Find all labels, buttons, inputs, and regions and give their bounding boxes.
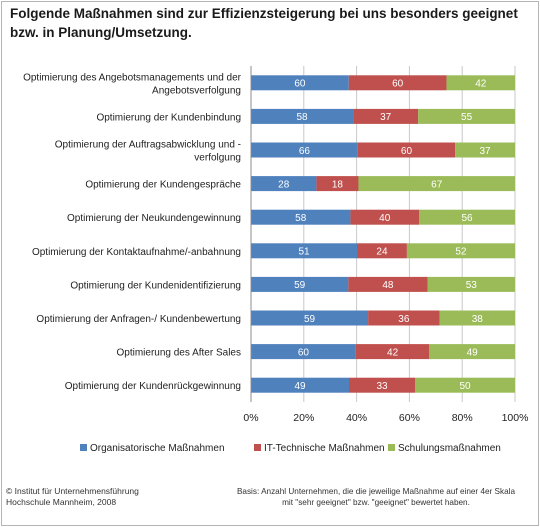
category-label: Optimierung der Kundengespräche	[85, 180, 241, 191]
x-tick-label: 80%	[452, 412, 473, 424]
x-tick-label: 100%	[502, 412, 529, 424]
bar-value-label: 59	[304, 314, 316, 325]
bar-value-label: 48	[382, 280, 394, 291]
bar-segment	[357, 243, 407, 259]
bar-segment	[415, 377, 515, 393]
bar-segment	[357, 142, 456, 158]
bar-value-label: 51	[298, 247, 310, 258]
category-label: verfolgung	[194, 153, 241, 164]
x-tick-label: 20%	[293, 412, 314, 424]
title-line-2: bzw. in Planung/Umsetzung.	[10, 25, 192, 40]
category-label: Optimierung der Auftragsabwicklung und -	[55, 140, 241, 151]
bar-value-label: 60	[298, 347, 310, 358]
footer-source: © Institut für Unternehmensführung Hochs…	[6, 486, 139, 508]
category-label: Optimierung der Neukundengewinnung	[67, 213, 241, 224]
bar-segment	[251, 243, 358, 259]
legend-label: IT-Technische Maßnahmen	[264, 443, 385, 454]
bar-value-label: 67	[431, 179, 443, 190]
bar-segment	[353, 108, 419, 124]
bar-value-label: 60	[294, 79, 306, 90]
bar-segment	[406, 243, 515, 259]
bar-value-label: 60	[401, 146, 413, 157]
bar-value-label: 36	[398, 314, 410, 325]
footer-basis: Basis: Anzahl Unternehmen, die die jewei…	[222, 486, 530, 508]
category-label: Optimierung der Kontaktaufnahme/-anbahnu…	[32, 247, 241, 258]
bar-segment	[251, 176, 317, 192]
bar-value-label: 28	[278, 179, 290, 190]
x-tick-label: 0%	[243, 412, 258, 424]
bar-value-label: 24	[376, 247, 388, 258]
legend-swatch	[80, 444, 87, 451]
category-label: Optimierung des After Sales	[116, 348, 241, 359]
legend-swatch	[388, 444, 395, 451]
category-label: Optimierung der Kundenrückgewinnung	[65, 381, 241, 392]
bar-segment	[251, 142, 358, 158]
bar-segment	[251, 75, 349, 91]
bar-value-label: 42	[387, 347, 399, 358]
bar-segment	[251, 108, 354, 124]
bar-value-label: 49	[294, 381, 306, 392]
bar-value-label: 40	[379, 213, 391, 224]
legend-swatch	[254, 444, 261, 451]
category-label: Optimierung der Kundenidentifizierung	[70, 280, 241, 291]
bar-value-label: 58	[296, 112, 308, 123]
bar-segment	[429, 344, 515, 360]
title-line-1: Folgende Maßnahmen sind zur Effizienzste…	[10, 6, 518, 21]
bar-segment	[251, 276, 349, 292]
category-label: Angebotsverfolgung	[152, 85, 241, 96]
bar-value-label: 38	[472, 314, 484, 325]
footer-basis-line-1: Basis: Anzahl Unternehmen, die die jewei…	[236, 487, 516, 496]
bar-segment	[355, 344, 430, 360]
category-label: Optimierung der Kundenbindung	[96, 112, 241, 123]
bar-value-label: 52	[455, 247, 467, 258]
bar-segment	[348, 75, 447, 91]
bar-segment	[251, 310, 369, 326]
bar-segment	[348, 276, 428, 292]
bar-segment	[418, 108, 515, 124]
bar-segment	[251, 344, 356, 360]
category-label: Optimierung des Angebotsmanagements und …	[23, 72, 242, 83]
stacked-bar-chart: 0% 20% 40% 60% 80% 100% 60 60 42 Optimierung des …	[23, 66, 529, 454]
footer-source-line-2: Hochschule Mannheim, 2008	[6, 497, 117, 507]
bar-segment	[316, 176, 359, 192]
x-tick-label: 40%	[346, 412, 367, 424]
bar-value-label: 37	[380, 112, 392, 123]
bar-value-label: 33	[376, 381, 388, 392]
bar-segment	[368, 310, 440, 326]
bar-value-label: 50	[459, 381, 471, 392]
bar-segment	[358, 176, 515, 192]
bar-value-label: 18	[332, 179, 344, 190]
chart-title: Folgende Maßnahmen sind zur Effizienzste…	[10, 4, 520, 42]
bar-value-label: 42	[475, 79, 487, 90]
bar-value-label: 53	[466, 280, 478, 291]
bar-segment	[350, 209, 419, 225]
bar-segment	[251, 209, 351, 225]
x-tick-label: 60%	[399, 412, 420, 424]
bar-value-label: 56	[461, 213, 473, 224]
legend-label: Organisatorische Maßnahmen	[90, 443, 225, 454]
bar-segment	[419, 209, 515, 225]
bar-value-label: 66	[299, 146, 311, 157]
bar-segment	[446, 75, 515, 91]
bar-value-label: 49	[467, 347, 479, 358]
footer-source-line-1: © Institut für Unternehmensführung	[6, 486, 139, 496]
category-label: Optimierung der Anfragen-/ Kundenbewertu…	[36, 314, 241, 325]
bar-segment	[439, 310, 515, 326]
bar-segment	[427, 276, 515, 292]
bar-segment	[455, 142, 515, 158]
bar-value-label: 37	[479, 146, 491, 157]
bar-value-label: 55	[461, 112, 473, 123]
bar-segment	[349, 377, 415, 393]
bar-segment	[251, 377, 349, 393]
bar-value-label: 60	[392, 79, 404, 90]
bar-value-label: 58	[295, 213, 307, 224]
footer-basis-line-2: mit "sehr geeignet" bzw. "geeignet" bewe…	[282, 498, 470, 507]
bar-value-label: 59	[294, 280, 306, 291]
legend-label: Schulungsmaßnahmen	[398, 443, 501, 454]
